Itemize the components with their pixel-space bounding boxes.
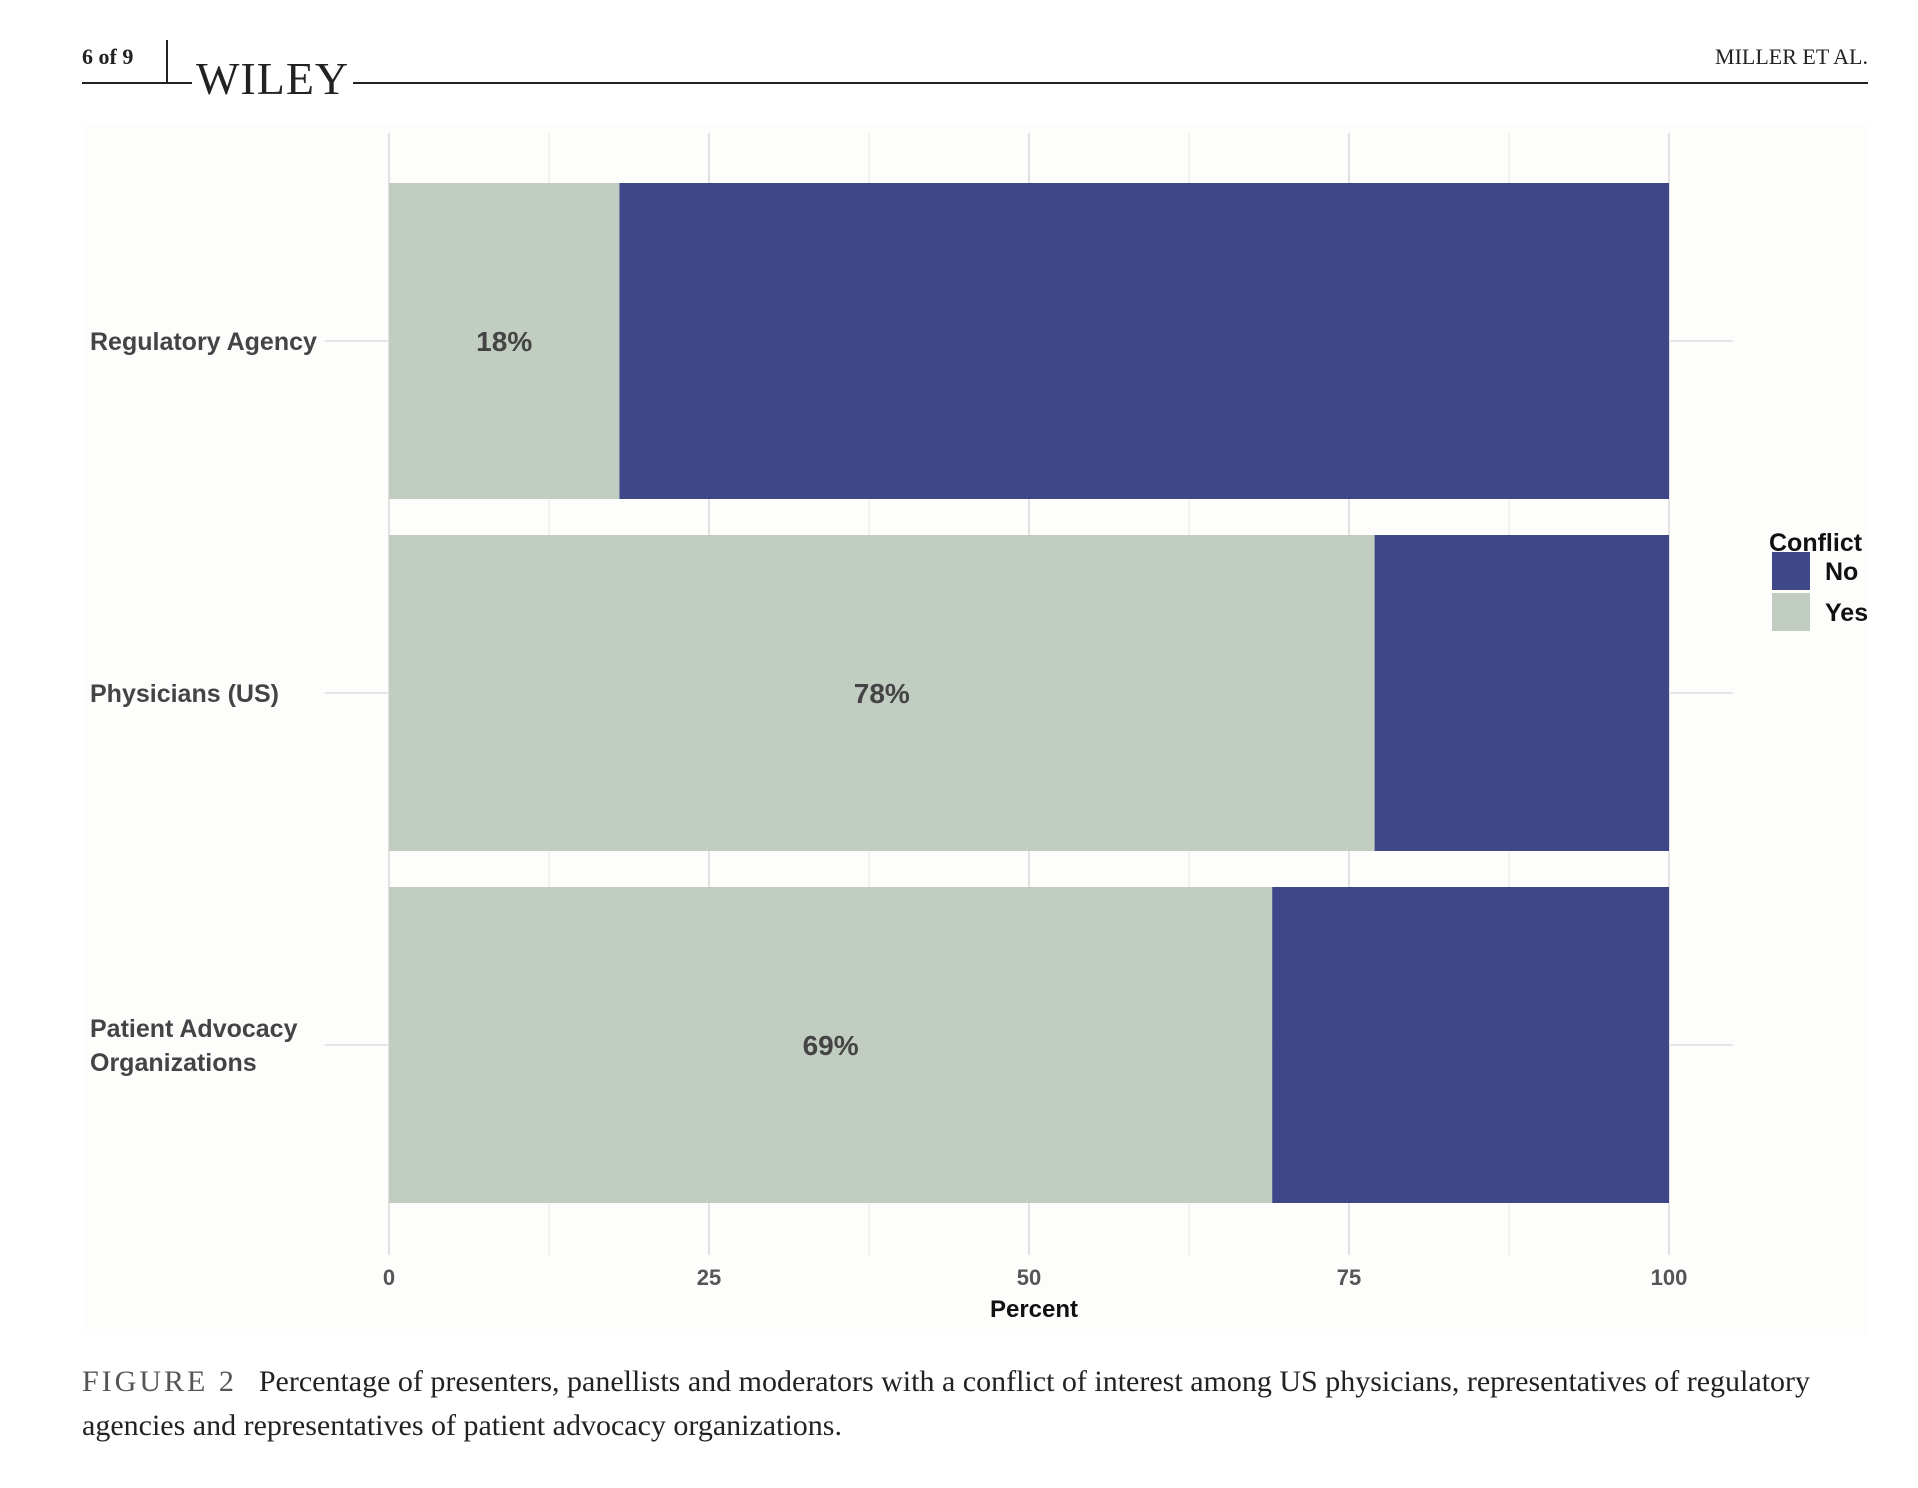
bar-no — [619, 183, 1669, 499]
x-tick-label: 25 — [697, 1265, 721, 1290]
legend-label: No — [1825, 558, 1858, 586]
running-head: MILLER ET AL. — [1705, 44, 1868, 70]
page-number: 6 of 9 — [82, 44, 144, 70]
header-divider — [166, 40, 168, 84]
data-label: 18% — [476, 326, 532, 357]
category-label: Regulatory Agency — [90, 328, 317, 356]
bar-no — [1374, 535, 1669, 851]
bar-chart: 18% 78% 69% Regulatory Agency Physicians (US… — [90, 133, 1868, 1323]
category-label: Physicians (US) — [90, 680, 279, 708]
header-rule — [82, 82, 1868, 84]
bar-yes — [389, 183, 620, 499]
bar-yes — [389, 535, 1375, 851]
bar-yes — [389, 887, 1273, 1203]
bar-no — [1272, 887, 1669, 1203]
figure-chart: 18% 78% 69% Regulatory Agency Physicians (US… — [82, 125, 1868, 1335]
x-tick-label: 100 — [1651, 1265, 1688, 1290]
legend-label: Yes — [1825, 599, 1868, 627]
caption-text: Percentage of presenters, panellists and… — [82, 1365, 1811, 1442]
figure-label: FIGURE 2 — [82, 1365, 237, 1398]
data-label: 78% — [854, 678, 910, 709]
x-tick-label: 0 — [383, 1265, 395, 1290]
category-label: Patient Advocacy Organizations — [90, 1015, 298, 1077]
x-tick-label: 50 — [1017, 1265, 1041, 1290]
legend-swatch-yes — [1772, 593, 1810, 631]
page-header: 6 of 9 WILEY MILLER ET AL. — [82, 40, 1868, 104]
legend-swatch-no — [1772, 552, 1810, 590]
x-axis-title: Percent — [990, 1296, 1078, 1323]
x-tick-label: 75 — [1337, 1265, 1361, 1290]
data-label: 69% — [803, 1030, 859, 1061]
publisher-logo: WILEY — [192, 56, 354, 102]
figure-caption: FIGURE 2 Percentage of presenters, panell… — [82, 1360, 1822, 1448]
